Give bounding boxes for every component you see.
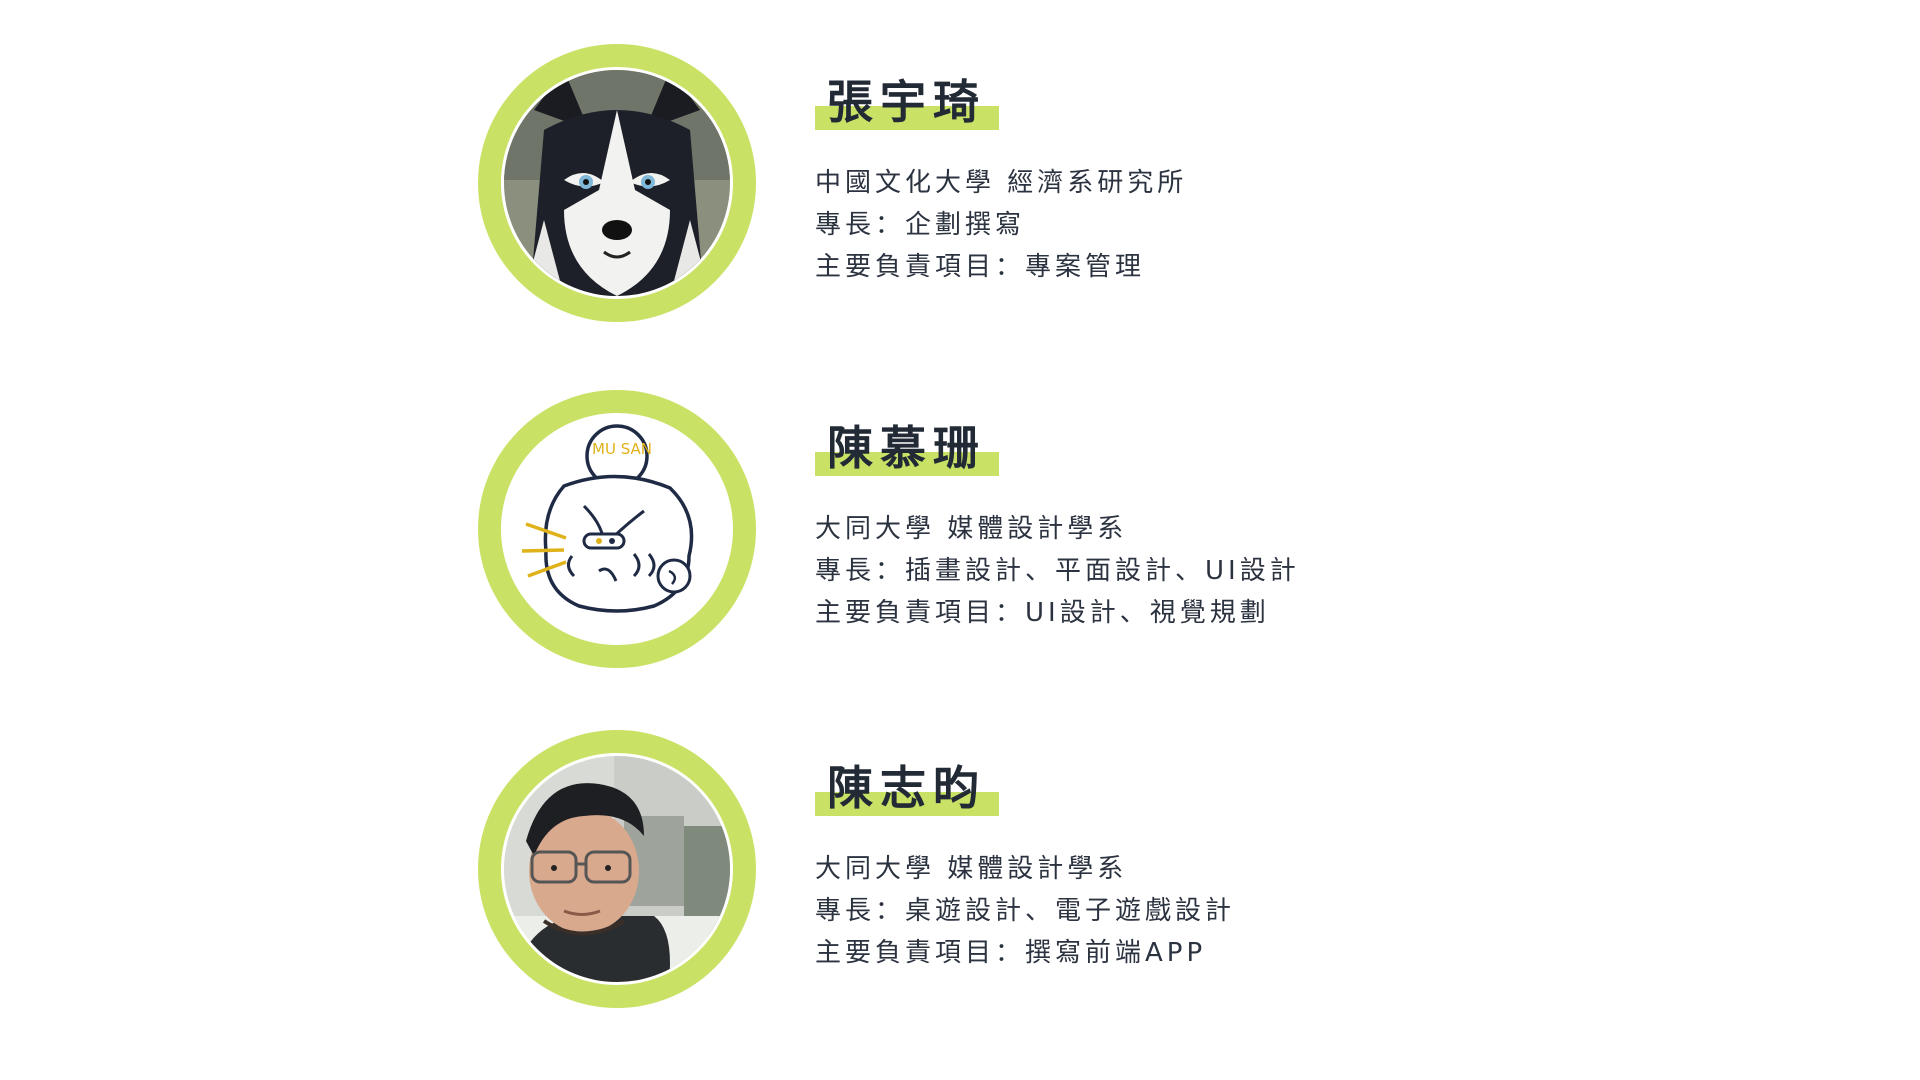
- member-info: 大同大學 媒體設計學系 專長：插畫設計、平面設計、UI設計 主要負責項目：UI設…: [815, 508, 1300, 634]
- member-school: 中國文化大學 經濟系研究所: [815, 168, 1188, 198]
- member-responsibility: 主要負責項目：專案管理: [815, 252, 1146, 282]
- member-responsibility: 主要負責項目：撰寫前端APP: [815, 938, 1207, 968]
- husky-dog-photo-icon: [501, 67, 733, 299]
- member-school: 大同大學 媒體設計學系: [815, 514, 1128, 544]
- name-highlight-bar: [815, 792, 999, 816]
- member-name: 陳志昀: [827, 761, 986, 815]
- cartoon-character-icon: MU SAN: [501, 413, 733, 645]
- avatar-ring: MU SAN: [478, 390, 756, 668]
- person-photo-avatar: [504, 756, 730, 982]
- member-expertise: 專長：桌遊設計、電子遊戲設計: [815, 896, 1236, 926]
- member-info: 大同大學 媒體設計學系 專長：桌遊設計、電子遊戲設計 主要負責項目：撰寫前端AP…: [815, 848, 1235, 974]
- avatar-label-mu: MU SAN: [592, 440, 652, 458]
- member-name-block: 陳志昀: [815, 758, 999, 828]
- member-name: 張宇琦: [827, 75, 986, 129]
- member-name: 陳慕珊: [827, 421, 986, 475]
- member-info: 中國文化大學 經濟系研究所 專長：企劃撰寫 主要負責項目：專案管理: [815, 162, 1187, 288]
- husky-dog-avatar: [504, 70, 730, 296]
- member-school: 大同大學 媒體設計學系: [815, 854, 1128, 884]
- member-name-block: 張宇琦: [815, 72, 999, 142]
- team-member-card: 張宇琦 中國文化大學 經濟系研究所 專長：企劃撰寫 主要負責項目：專案管理: [0, 44, 1920, 334]
- avatar-ring: [478, 44, 756, 322]
- member-expertise: 專長：企劃撰寫: [815, 210, 1026, 240]
- team-member-card: 陳志昀 大同大學 媒體設計學系 專長：桌遊設計、電子遊戲設計 主要負責項目：撰寫…: [0, 730, 1920, 1020]
- member-name-block: 陳慕珊: [815, 418, 999, 488]
- name-highlight-bar: [815, 106, 999, 130]
- team-member-card: MU SAN: [0, 390, 1920, 680]
- member-responsibility: 主要負責項目：UI設計、視覺規劃: [815, 598, 1270, 628]
- name-highlight-bar: [815, 452, 999, 476]
- person-photo-icon: [501, 753, 733, 985]
- avatar-ring: [478, 730, 756, 1008]
- member-expertise: 專長：插畫設計、平面設計、UI設計: [815, 556, 1300, 586]
- cartoon-character-avatar: MU SAN: [504, 416, 730, 642]
